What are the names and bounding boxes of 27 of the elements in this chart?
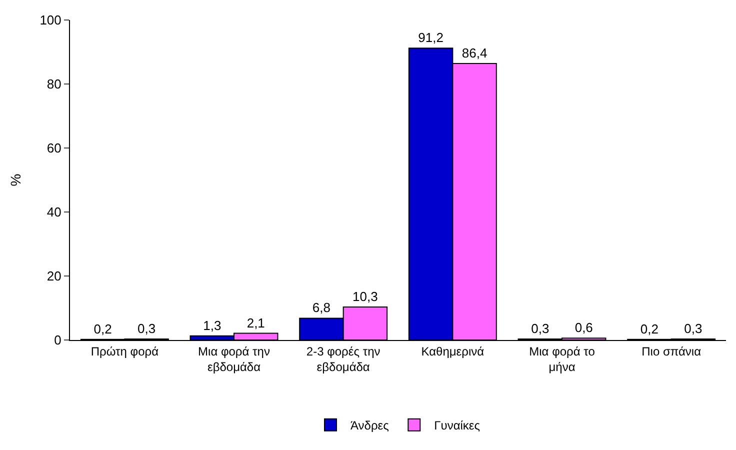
data-label: 6,8 bbox=[312, 300, 331, 316]
data-label: 0,2 bbox=[640, 321, 659, 336]
data-label: 2,1 bbox=[246, 315, 265, 330]
x-tick-label: Πρώτη φορά bbox=[90, 344, 159, 358]
y-tick-label: 20 bbox=[46, 268, 62, 284]
legend-label: Άνδρες bbox=[350, 418, 390, 433]
y-tick-label: 40 bbox=[46, 204, 62, 220]
data-label: 1,3 bbox=[203, 318, 222, 333]
x-tick-label: Καθημερινά bbox=[421, 344, 484, 358]
x-tick-label: Μια φορά το μήνα bbox=[529, 344, 596, 374]
y-axis-title: % bbox=[7, 174, 24, 186]
data-label: 0,2 bbox=[94, 321, 112, 336]
data-label: 91,2 bbox=[418, 30, 444, 46]
data-label: 86,4 bbox=[462, 46, 488, 61]
x-tick-label: Μια φορά την εβδομάδα bbox=[198, 344, 270, 374]
x-tick-label: Πιο σπάνια bbox=[642, 344, 702, 358]
x-tick-label: 2-3 φορές την εβδομάδα bbox=[306, 344, 380, 374]
data-label: 10,3 bbox=[352, 289, 378, 304]
y-tick-label: 60 bbox=[46, 140, 62, 156]
legend-label: Γυναίκες bbox=[434, 418, 480, 433]
y-tick-label: 0 bbox=[54, 332, 62, 348]
data-label: 0,3 bbox=[137, 321, 156, 336]
y-tick-label: 80 bbox=[46, 76, 62, 92]
data-label: 0,3 bbox=[684, 321, 702, 336]
data-label: 0,6 bbox=[574, 320, 593, 336]
data-label: 0,3 bbox=[531, 321, 550, 336]
y-tick-label: 100 bbox=[40, 12, 62, 28]
